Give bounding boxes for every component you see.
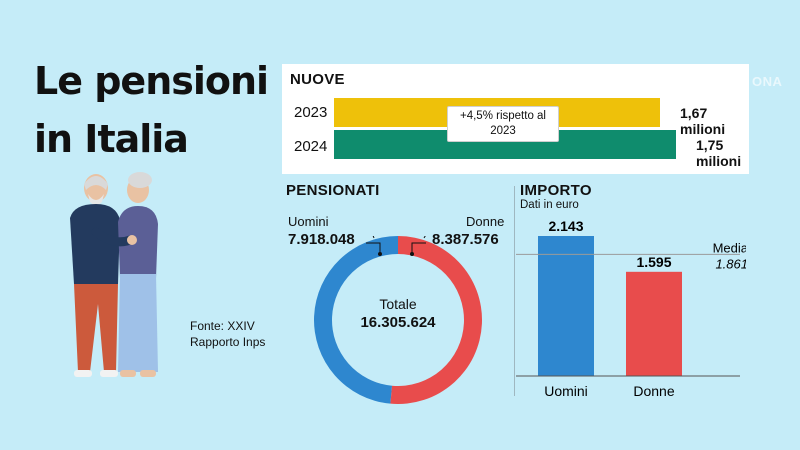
nuove-value-2023: 1,67 milioni [680, 105, 726, 137]
uomini-label: Uomini [288, 214, 329, 229]
nuove-panel: NUOVE 2023 1,67 milioni 2024 1,75 milion… [282, 64, 749, 174]
importo-category-label: Uomini [544, 383, 588, 399]
importo-value-label: 2.143 [548, 218, 583, 234]
importo-media-value: 1.861 [715, 256, 746, 271]
watermark-logo: ONA [752, 74, 783, 89]
elderly-couple-illustration [70, 172, 158, 377]
importo-subtitle: Dati in euro [520, 199, 579, 211]
nuove-year-2024: 2024 [294, 138, 328, 155]
importo-title: IMPORTO [520, 182, 592, 199]
page-title: Le pensioni in Italia [34, 59, 269, 161]
nuove-title: NUOVE [290, 71, 345, 88]
nuove-value-2024: 1,75 milioni [696, 137, 742, 169]
pensionati-title: PENSIONATI [286, 182, 380, 199]
importo-value-label: 1.595 [636, 254, 671, 270]
donut-slice-uomini [314, 236, 398, 404]
pensionati-donut [314, 236, 482, 404]
source-note: Fonte: XXIV Rapporto Inps [190, 319, 266, 349]
uomini-count: 7.918.048 [288, 231, 355, 248]
nuove-growth-note: +4,5% rispetto al 2023 [447, 106, 559, 142]
donne-count: 8.387.576 [432, 231, 499, 248]
importo-category-label: Donne [633, 383, 674, 399]
importo-bar-uomini [538, 236, 594, 376]
donut-total-value: 16.305.624 [360, 314, 436, 331]
donne-label: Donne [466, 214, 505, 229]
importo-axis-line [514, 186, 515, 396]
importo-bar-donne [626, 271, 682, 376]
donut-leaders [366, 242, 426, 256]
importo-media-label: Media [713, 240, 746, 255]
nuove-year-2023: 2023 [294, 104, 328, 121]
donut-total-label: Totale [379, 296, 417, 312]
donut-slice-donne [390, 236, 482, 404]
